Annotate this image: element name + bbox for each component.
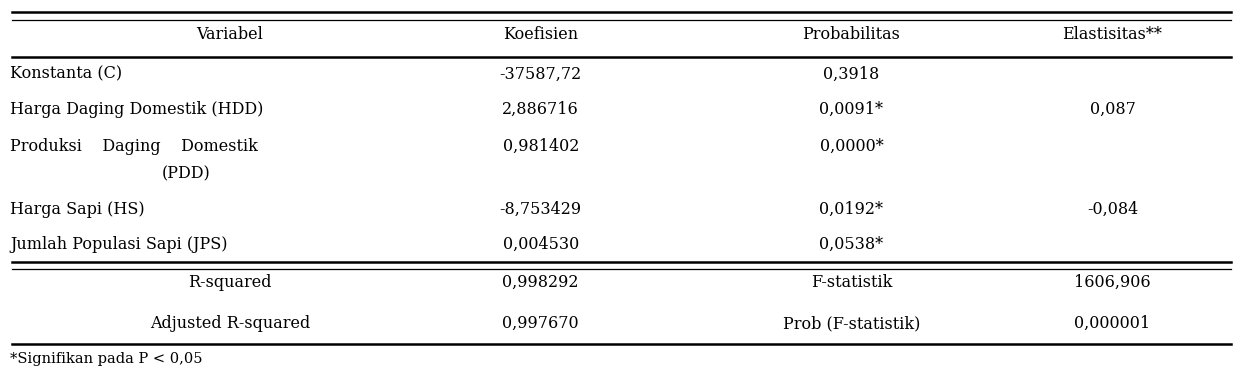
- Text: Elastisitas**: Elastisitas**: [1063, 26, 1162, 43]
- Text: Produksi    Daging    Domestik: Produksi Daging Domestik: [10, 138, 257, 155]
- Text: -37587,72: -37587,72: [500, 66, 582, 83]
- Text: Harga Daging Domestik (HDD): Harga Daging Domestik (HDD): [10, 101, 264, 118]
- Text: 0,0538*: 0,0538*: [819, 236, 884, 253]
- Text: 2,886716: 2,886716: [502, 101, 579, 118]
- Text: Adjusted R-squared: Adjusted R-squared: [150, 315, 310, 332]
- Text: 0,997670: 0,997670: [502, 315, 579, 332]
- Text: 0,000001: 0,000001: [1074, 315, 1151, 332]
- Text: Prob (F-statistik): Prob (F-statistik): [783, 315, 920, 332]
- Text: *Signifikan pada P < 0,05: *Signifikan pada P < 0,05: [10, 352, 203, 366]
- Text: -8,753429: -8,753429: [500, 201, 582, 218]
- Text: -0,084: -0,084: [1086, 201, 1139, 218]
- Text: 0,0000*: 0,0000*: [819, 138, 884, 155]
- Text: 0,004530: 0,004530: [502, 236, 579, 253]
- Text: R-squared: R-squared: [188, 274, 272, 291]
- Text: Koefisien: Koefisien: [503, 26, 578, 43]
- Text: 0,981402: 0,981402: [502, 138, 579, 155]
- Text: Variabel: Variabel: [196, 26, 264, 43]
- Text: Probabilitas: Probabilitas: [803, 26, 900, 43]
- Text: 0,998292: 0,998292: [502, 274, 579, 291]
- Text: 0,3918: 0,3918: [823, 66, 880, 83]
- Text: Harga Sapi (HS): Harga Sapi (HS): [10, 201, 144, 218]
- Text: (PDD): (PDD): [162, 165, 210, 182]
- Text: Jumlah Populasi Sapi (JPS): Jumlah Populasi Sapi (JPS): [10, 236, 227, 253]
- Text: 1606,906: 1606,906: [1074, 274, 1151, 291]
- Text: Konstanta (C): Konstanta (C): [10, 66, 122, 83]
- Text: 0,0192*: 0,0192*: [819, 201, 884, 218]
- Text: 0,087: 0,087: [1090, 101, 1135, 118]
- Text: 0,0091*: 0,0091*: [819, 101, 884, 118]
- Text: F-statistik: F-statistik: [810, 274, 892, 291]
